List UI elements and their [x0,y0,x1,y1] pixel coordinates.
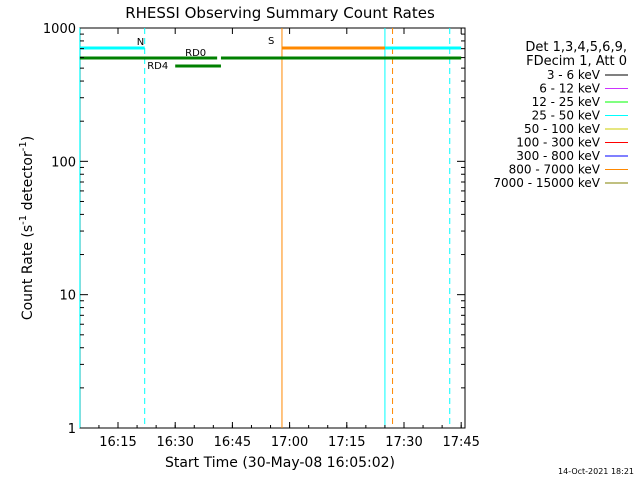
x-tick-label-1: 16:15 [99,435,136,450]
legend-label-5: 50 - 100 keV [524,122,601,136]
x-tick-label-3: 16:45 [214,435,251,450]
legend-label-2: 6 - 12 keV [539,82,601,96]
flag-label-rd0: RD0 [185,48,206,59]
plot-frame [79,27,466,429]
x-tick-label-7: 17:45 [442,435,479,450]
y-tick-label-4: 1000 [43,22,76,37]
y-axis-label: Count Rate (s-1 detector-1) [18,136,36,320]
plot-area [79,27,466,429]
y-axis-label-sup1: -1 [18,215,29,225]
flag-label-rd4: RD4 [147,61,168,72]
y-axis-label-main: Count Rate (s [20,225,36,320]
legend-header-line1: Det 1,3,4,5,6,9, [525,40,627,55]
legend-label-3: 12 - 25 keV [532,95,601,109]
y-tick-label-1: 1 [68,422,76,437]
legend-label-1: 3 - 6 keV [547,68,601,82]
chart-title: RHESSI Observing Summary Count Rates [125,4,435,22]
y-axis-label-sup2: -1 [18,141,29,151]
y-axis-label-mid: detector [20,151,36,215]
x-tick-label-4: 17:00 [271,435,308,450]
vertical-lines-layer [79,28,451,428]
y-tick-label-3: 100 [51,155,76,170]
x-tick-label-6: 17:30 [385,435,422,450]
legend-label-8: 800 - 7000 keV [509,163,601,177]
legend-label-9: 7000 - 15000 keV [493,176,600,190]
date-stamp: 14-Oct-2021 18:21 [558,467,634,476]
flag-label-n: N [137,37,144,48]
y-tick-label-2: 10 [59,289,76,304]
x-tick-label-5: 17:15 [328,435,365,450]
legend-label-6: 100 - 300 keV [516,136,600,150]
legend: Det 1,3,4,5,6,9, FDecim 1, Att 0 3 - 6 k… [493,40,628,190]
flag-label-s: S [268,36,274,47]
y-axis-label-end: ) [20,136,36,141]
flag-bars-layer: N S RD0 RD4 [79,36,462,72]
x-tick-label-2: 16:30 [156,435,193,450]
legend-label-7: 300 - 800 keV [516,149,600,163]
axes-layer: 16:15 16:30 16:45 17:00 17:15 17:30 17:45 1 10 10… [43,22,480,450]
legend-label-4: 25 - 50 keV [532,109,601,123]
legend-header-line2: FDecim 1, Att 0 [526,54,627,69]
x-axis-label: Start Time (30-May-08 16:05:02) [165,455,395,471]
